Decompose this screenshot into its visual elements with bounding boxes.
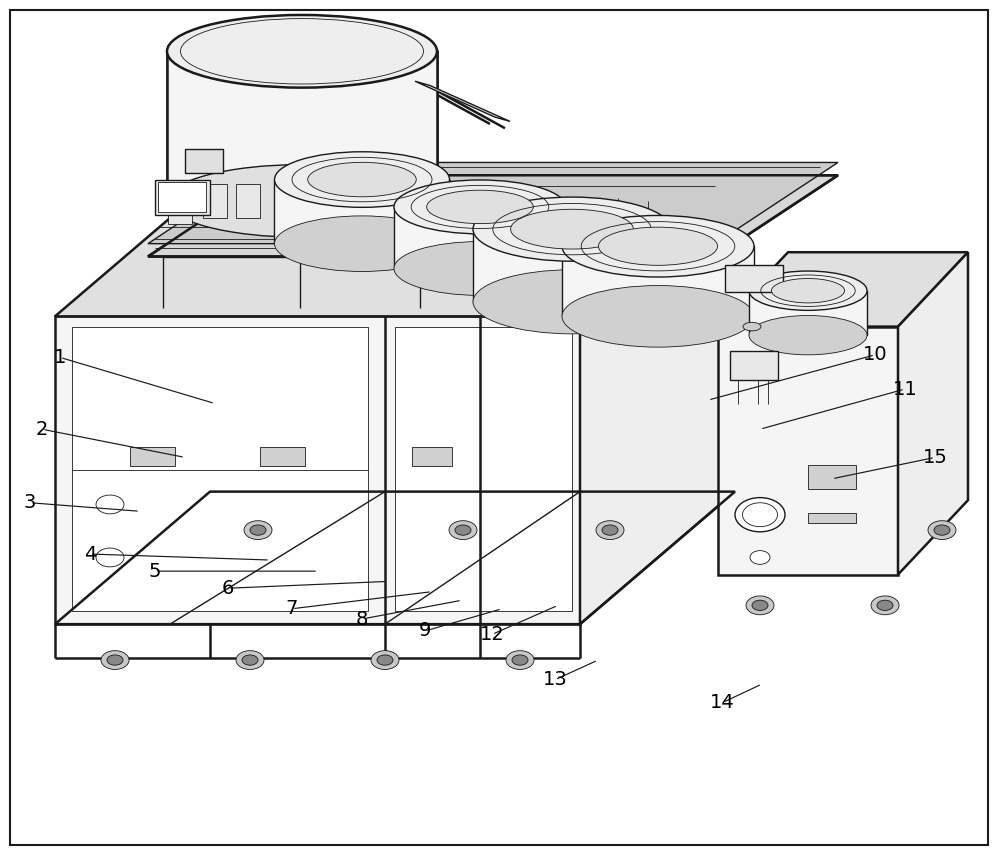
Polygon shape <box>394 207 566 268</box>
Polygon shape <box>167 51 437 201</box>
Text: 8: 8 <box>356 610 368 628</box>
Text: 9: 9 <box>419 622 431 640</box>
Ellipse shape <box>928 521 956 540</box>
Polygon shape <box>148 175 838 256</box>
Text: 6: 6 <box>222 579 234 598</box>
Bar <box>730 351 778 380</box>
Ellipse shape <box>602 525 618 535</box>
Ellipse shape <box>771 279 845 303</box>
Ellipse shape <box>308 162 416 197</box>
Ellipse shape <box>506 651 534 669</box>
Text: 14: 14 <box>710 693 734 712</box>
Text: 15: 15 <box>923 448 947 467</box>
Ellipse shape <box>449 521 477 540</box>
Ellipse shape <box>511 209 633 249</box>
Ellipse shape <box>167 165 437 238</box>
Text: 4: 4 <box>84 545 96 563</box>
Ellipse shape <box>750 551 770 564</box>
Ellipse shape <box>236 651 264 669</box>
Ellipse shape <box>596 521 624 540</box>
Text: 7: 7 <box>286 599 298 618</box>
Ellipse shape <box>743 322 761 331</box>
Ellipse shape <box>274 151 450 207</box>
Ellipse shape <box>96 495 124 514</box>
Bar <box>158 182 206 212</box>
Ellipse shape <box>394 241 566 296</box>
Bar <box>260 447 305 466</box>
Ellipse shape <box>242 655 258 665</box>
Bar <box>168 190 192 224</box>
Polygon shape <box>395 327 572 611</box>
Ellipse shape <box>562 215 754 277</box>
Polygon shape <box>274 180 450 244</box>
Bar <box>155 180 210 215</box>
Polygon shape <box>718 327 898 575</box>
Ellipse shape <box>473 270 671 334</box>
Bar <box>808 465 856 489</box>
Ellipse shape <box>371 651 399 669</box>
Ellipse shape <box>598 227 718 265</box>
Ellipse shape <box>244 521 272 540</box>
Polygon shape <box>580 184 735 624</box>
Ellipse shape <box>749 271 867 310</box>
Text: 5: 5 <box>149 562 161 581</box>
Ellipse shape <box>871 596 899 615</box>
Ellipse shape <box>167 15 437 88</box>
Text: 12: 12 <box>480 625 504 644</box>
Ellipse shape <box>473 198 671 262</box>
Ellipse shape <box>752 600 768 610</box>
Polygon shape <box>718 252 968 327</box>
Bar <box>412 447 452 466</box>
Bar <box>185 149 223 173</box>
Text: 3: 3 <box>24 493 36 512</box>
Bar <box>130 447 175 466</box>
Ellipse shape <box>96 548 124 567</box>
Polygon shape <box>72 327 368 611</box>
Polygon shape <box>415 81 510 121</box>
Polygon shape <box>473 229 671 302</box>
Polygon shape <box>148 162 838 244</box>
Ellipse shape <box>512 655 528 665</box>
Text: 13: 13 <box>543 670 567 689</box>
Ellipse shape <box>107 655 123 665</box>
Ellipse shape <box>934 525 950 535</box>
Polygon shape <box>562 246 754 316</box>
Bar <box>236 184 260 218</box>
Ellipse shape <box>427 190 533 224</box>
Ellipse shape <box>735 498 785 532</box>
Text: 1: 1 <box>54 348 66 367</box>
Ellipse shape <box>455 525 471 535</box>
Polygon shape <box>749 291 867 335</box>
Bar <box>725 265 783 292</box>
Ellipse shape <box>749 315 867 355</box>
Text: 10: 10 <box>863 345 887 364</box>
Polygon shape <box>55 184 735 316</box>
Bar <box>203 184 227 218</box>
Ellipse shape <box>377 655 393 665</box>
Ellipse shape <box>250 525 266 535</box>
Ellipse shape <box>562 286 754 347</box>
Ellipse shape <box>101 651 129 669</box>
Polygon shape <box>898 252 968 575</box>
Ellipse shape <box>746 596 774 615</box>
Text: 2: 2 <box>36 420 48 439</box>
Text: 11: 11 <box>893 380 917 398</box>
Ellipse shape <box>394 180 566 233</box>
Polygon shape <box>55 316 580 624</box>
Ellipse shape <box>877 600 893 610</box>
Ellipse shape <box>274 215 450 272</box>
Bar <box>808 513 856 523</box>
